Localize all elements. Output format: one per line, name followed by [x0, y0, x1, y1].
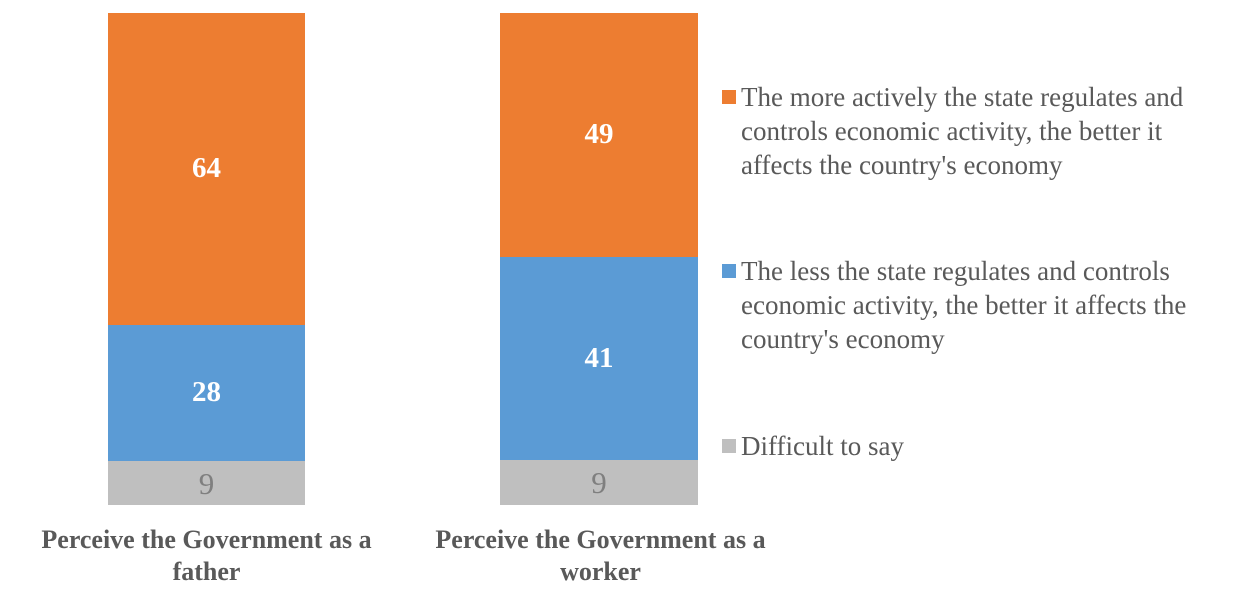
bar-segment-more-regulation: 49: [500, 13, 698, 257]
legend: The more actively the state regulates an…: [722, 0, 1249, 595]
legend-label: The less the state regulates and control…: [741, 254, 1186, 356]
legend-item-difficult-to-say: Difficult to say: [722, 429, 904, 463]
legend-label: The more actively the state regulates an…: [741, 80, 1183, 182]
legend-label: Difficult to say: [741, 429, 904, 463]
category-label-line: Perceive the Government as a: [41, 525, 372, 554]
legend-swatch-gray: [722, 439, 736, 453]
legend-label-line: economic activity, the better it affects…: [741, 290, 1187, 320]
bar-segment-difficult-to-say: 9: [108, 461, 305, 505]
legend-label-line: controls economic activity, the better i…: [741, 116, 1163, 146]
legend-swatch-orange: [722, 90, 736, 104]
legend-swatch-blue: [722, 264, 736, 278]
bar-segment-difficult-to-say: 9: [500, 460, 698, 505]
category-label-line: worker: [560, 557, 641, 586]
data-label: 64: [192, 152, 221, 185]
bar-government-as-father: 64 28 9: [108, 13, 305, 505]
bar-segment-less-regulation: 41: [500, 256, 698, 461]
category-label-line: father: [172, 557, 241, 586]
legend-label-line: country's economy: [741, 324, 945, 354]
legend-label-line: Difficult to say: [741, 431, 904, 461]
data-label: 9: [591, 465, 607, 501]
bar-segment-more-regulation: 64: [108, 13, 305, 325]
category-label-worker: Perceive the Government as a worker: [402, 524, 799, 588]
plot-area: 64 28 9 49 41 9 Perceive the Government …: [8, 13, 766, 588]
data-label: 9: [198, 465, 215, 501]
bar-government-as-worker: 49 41 9: [500, 13, 698, 505]
legend-label-line: The more actively the state regulates an…: [741, 82, 1184, 112]
legend-item-less-regulation: The less the state regulates and control…: [722, 254, 1186, 356]
category-label-line: Perceive the Government as a: [435, 525, 766, 554]
data-label: 41: [584, 341, 614, 374]
bar-segment-less-regulation: 28: [108, 324, 305, 462]
data-label: 49: [584, 118, 614, 151]
legend-item-more-regulation: The more actively the state regulates an…: [722, 80, 1183, 182]
legend-label-line: The less the state regulates and control…: [741, 256, 1170, 286]
category-label-father: Perceive the Government as a father: [8, 524, 405, 588]
data-label: 28: [192, 376, 221, 409]
legend-label-line: affects the country's economy: [741, 150, 1063, 180]
